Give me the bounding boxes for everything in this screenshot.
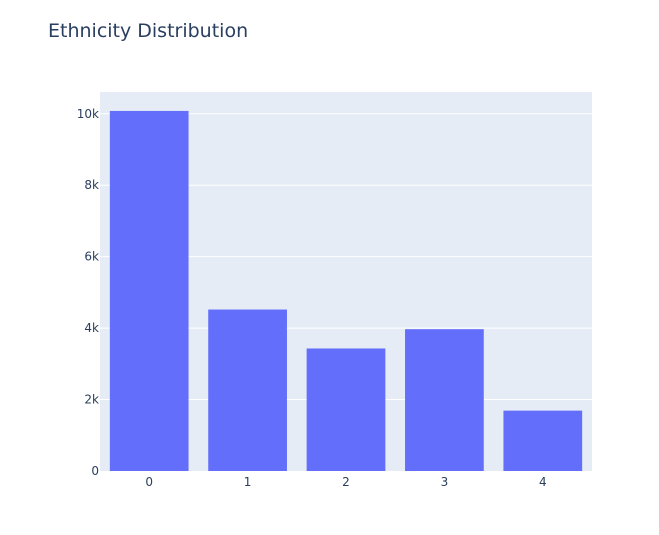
x-tick-label: 3 bbox=[441, 475, 449, 489]
y-tick-label: 6k bbox=[84, 250, 99, 264]
x-tick-label: 2 bbox=[342, 475, 350, 489]
bar-3[interactable] bbox=[405, 329, 484, 471]
y-axis-ticks: 0 2k 4k 6k 8k 10k bbox=[77, 107, 99, 478]
y-tick-label: 8k bbox=[84, 178, 99, 192]
y-tick-label: 0 bbox=[91, 464, 99, 478]
y-tick-label: 4k bbox=[84, 321, 99, 335]
chart-title: Ethnicity Distribution bbox=[48, 20, 248, 42]
bars bbox=[109, 110, 583, 472]
x-tick-label: 4 bbox=[539, 475, 547, 489]
bar-0[interactable] bbox=[109, 110, 189, 472]
bar-2[interactable] bbox=[306, 348, 386, 471]
bar-4[interactable] bbox=[503, 410, 583, 471]
bar-1[interactable] bbox=[208, 309, 287, 471]
y-tick-label: 2k bbox=[84, 393, 99, 407]
y-tick-label: 10k bbox=[77, 107, 99, 121]
x-axis-ticks: 0 1 2 3 4 bbox=[145, 475, 546, 489]
x-tick-label: 0 bbox=[145, 475, 153, 489]
x-tick-label: 1 bbox=[244, 475, 252, 489]
